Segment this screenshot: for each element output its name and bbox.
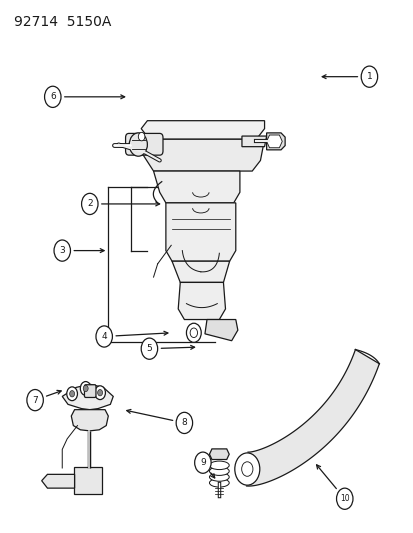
Circle shape [360,66,377,87]
Circle shape [27,390,43,411]
Polygon shape [141,120,264,139]
Circle shape [138,132,145,141]
Text: 6: 6 [50,92,55,101]
FancyBboxPatch shape [74,467,102,495]
Polygon shape [178,282,225,319]
Text: 7: 7 [32,395,38,405]
Circle shape [81,193,98,215]
Circle shape [66,387,77,401]
Polygon shape [143,139,264,171]
Circle shape [97,390,102,396]
Circle shape [45,86,61,108]
Polygon shape [204,319,237,341]
Circle shape [69,391,74,397]
Polygon shape [42,474,74,488]
Circle shape [336,488,352,510]
Circle shape [83,385,88,392]
FancyBboxPatch shape [125,133,163,155]
Circle shape [141,338,157,359]
Circle shape [234,453,259,485]
Text: 9: 9 [199,458,205,467]
Polygon shape [241,136,266,147]
Polygon shape [166,203,235,261]
Text: 3: 3 [59,246,65,255]
Circle shape [241,462,252,477]
Text: 4: 4 [101,332,107,341]
Circle shape [129,133,147,156]
Text: 1: 1 [366,72,371,81]
Circle shape [186,323,201,342]
Text: 10: 10 [339,494,349,503]
Text: 92714  5150A: 92714 5150A [14,14,111,29]
Circle shape [80,382,91,395]
Circle shape [96,326,112,347]
Ellipse shape [209,473,229,481]
Text: 8: 8 [181,418,187,427]
Polygon shape [266,135,282,148]
Circle shape [95,386,105,400]
Polygon shape [62,384,113,410]
Circle shape [176,413,192,433]
Ellipse shape [209,467,229,475]
Ellipse shape [209,461,229,470]
Polygon shape [266,133,285,150]
Ellipse shape [209,479,229,487]
Circle shape [54,240,70,261]
Polygon shape [71,410,108,431]
Circle shape [190,328,197,337]
Polygon shape [172,261,229,282]
Circle shape [194,452,211,473]
Polygon shape [246,350,378,486]
Polygon shape [153,171,239,203]
Text: 5: 5 [146,344,152,353]
FancyBboxPatch shape [84,385,96,398]
Text: 2: 2 [87,199,93,208]
Polygon shape [209,449,229,459]
